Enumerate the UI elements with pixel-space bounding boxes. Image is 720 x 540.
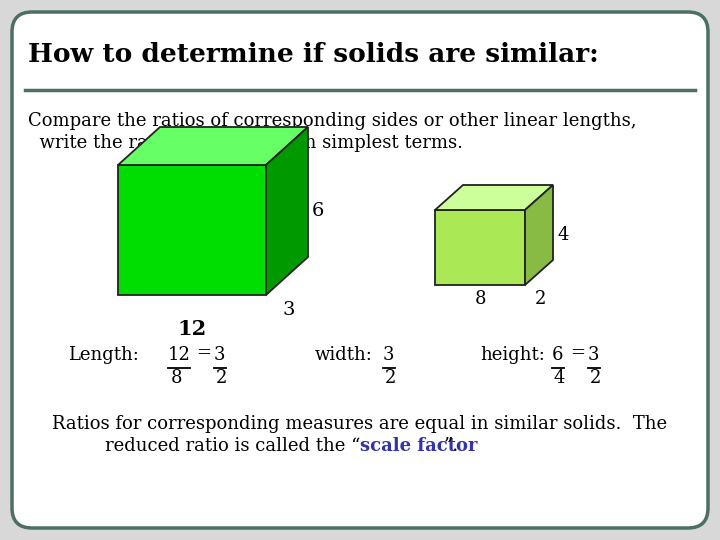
FancyBboxPatch shape [12,12,708,528]
Text: 12: 12 [177,319,207,339]
Text: width:: width: [315,346,373,364]
Polygon shape [435,210,525,285]
Text: scale factor: scale factor [360,437,477,455]
Text: 3: 3 [214,346,225,364]
Text: ”.: ”. [444,437,459,455]
Text: How to determine if solids are similar:: How to determine if solids are similar: [28,43,599,68]
Text: 4: 4 [554,369,565,387]
Polygon shape [118,165,266,295]
Text: 2: 2 [385,369,397,387]
Text: =: = [196,344,211,362]
Text: write the ratios as fractions in simplest terms.: write the ratios as fractions in simples… [28,134,463,152]
Text: 3: 3 [588,346,600,364]
Text: 3: 3 [283,301,295,319]
Polygon shape [266,127,308,295]
Text: 8: 8 [171,369,182,387]
Text: 6: 6 [552,346,564,364]
Text: 2: 2 [216,369,228,387]
Text: 12: 12 [168,346,191,364]
Text: 2: 2 [590,369,601,387]
Text: Ratios for corresponding measures are equal in similar solids.  The: Ratios for corresponding measures are eq… [53,415,667,433]
Text: 2: 2 [535,290,546,308]
Polygon shape [118,127,308,165]
Text: reduced ratio is called the “: reduced ratio is called the “ [104,437,360,455]
Text: =: = [570,344,585,362]
Text: 3: 3 [383,346,395,364]
Text: Length:: Length: [68,346,139,364]
Text: Compare the ratios of corresponding sides or other linear lengths,: Compare the ratios of corresponding side… [28,112,636,130]
Text: height:: height: [480,346,545,364]
Polygon shape [525,185,553,285]
Text: 4: 4 [557,226,568,244]
Text: 8: 8 [474,290,486,308]
Text: 6: 6 [312,202,325,220]
Polygon shape [435,185,553,210]
